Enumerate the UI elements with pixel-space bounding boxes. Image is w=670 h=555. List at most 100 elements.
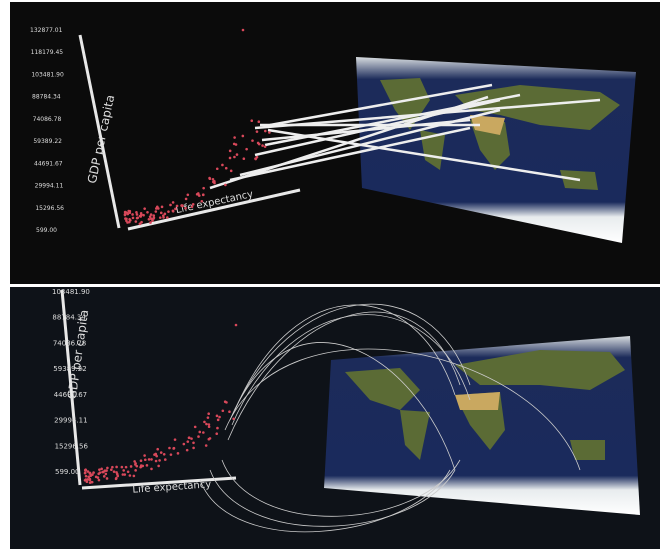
data-point [264,129,267,133]
link-line [229,126,471,182]
y-tick-label: 15296.56 [55,442,89,450]
data-point [215,432,219,436]
data-point [152,216,156,220]
data-point [155,207,158,210]
data-point [148,215,152,219]
data-point [232,417,235,421]
link-line [267,128,581,182]
data-point [97,472,100,476]
data-point [263,145,267,148]
data-point [98,468,101,471]
data-point [159,451,163,454]
data-point [208,177,212,181]
data-point [174,207,177,211]
y-tick-label: 103481.90 [31,71,64,78]
link-line [254,98,601,130]
data-point [91,473,94,476]
link-line [264,93,521,147]
data-point [150,467,153,471]
data-point [233,136,236,139]
y-tick-label: 599.00 [36,227,57,234]
data-point [172,447,175,450]
data-point [257,120,261,124]
data-point [135,213,139,216]
data-point [143,207,146,210]
link-curve [234,304,456,411]
data-point [146,210,149,214]
data-point [234,323,238,327]
axes [60,34,301,490]
data-point [128,218,131,221]
data-point [218,415,221,419]
data-point [191,203,195,206]
link-line [269,83,493,127]
data-point [190,437,193,440]
y-tick-label: 74086.78 [53,339,86,347]
y-tick-label: 132877.01 [30,27,63,34]
data-point [186,193,190,197]
data-point [139,459,143,463]
data-point [213,179,216,183]
data-point [207,425,211,429]
y-tick-label: 29994.11 [35,183,64,190]
data-point [254,157,257,160]
data-point [84,474,88,478]
data-point [126,212,130,216]
y-tick-label: 88784.34 [32,94,61,101]
data-point [166,216,169,219]
data-point [162,452,166,456]
y-tick-label: 44691.67 [34,160,63,167]
data-point [184,197,188,201]
y-tick-label: 88784.34 [52,314,86,322]
data-point [221,163,224,167]
y-tick-label: 59389.22 [33,138,62,145]
data-point [216,426,219,430]
data-point [116,474,120,478]
y-tick-label: 118179.45 [31,49,64,56]
data-point [92,471,95,474]
data-point [131,213,134,216]
data-point [187,436,191,440]
data-point [241,28,245,32]
data-point [192,446,195,450]
data-point [138,214,142,218]
data-point [207,423,211,426]
link-curve [199,469,451,533]
data-point [96,476,100,479]
data-point [85,480,89,484]
data-point [256,141,260,145]
data-point [157,464,160,468]
data-point [88,471,92,475]
data-point [242,157,246,161]
data-point [192,441,195,445]
data-point [150,458,153,461]
data-point [156,447,160,451]
data-point [139,212,143,215]
data-point [149,213,153,216]
data-point [84,478,88,481]
data-point [245,147,248,151]
data-point [114,477,118,481]
x-axis [81,476,237,490]
data-point [268,131,271,134]
link-line [254,98,501,157]
data-point [261,144,264,147]
link-line [239,108,501,177]
data-point [124,210,127,214]
data-point [135,464,139,468]
data-point [215,167,219,171]
data-point [142,213,145,217]
data-point [111,465,114,469]
data-point [175,204,179,208]
data-point [124,465,128,469]
data-point [198,430,202,434]
data-point [128,209,132,213]
data-point [184,206,187,210]
data-point [139,465,142,469]
x-axis-title: Life expectancy [132,479,212,495]
y-tick-label: 59389.22 [53,365,86,373]
data-point [197,194,201,197]
data-point [138,222,142,226]
data-point [143,454,146,457]
data-point [160,205,164,209]
